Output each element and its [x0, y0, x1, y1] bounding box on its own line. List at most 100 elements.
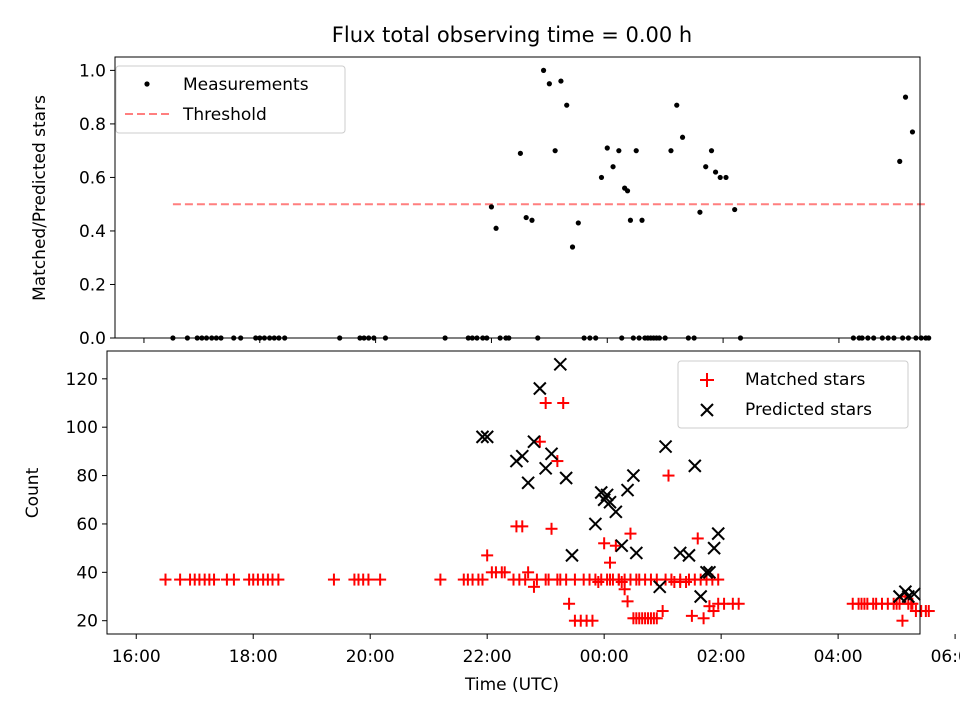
measurement-point [717, 174, 723, 181]
measurement-point [708, 148, 715, 154]
matched-star-point [516, 520, 529, 533]
predicted-star-point [480, 430, 494, 444]
predicted-star-point [682, 548, 696, 563]
matched-star-point [498, 566, 511, 579]
measurement-point [668, 148, 674, 154]
measurement-point [540, 67, 547, 73]
matched-star-point [563, 597, 576, 610]
measurement-point [529, 217, 535, 223]
bottom-plot-frame [106, 350, 921, 635]
matched-star-point [519, 573, 532, 586]
matched-star-point [545, 522, 558, 535]
predicted-star-point [553, 357, 567, 372]
predicted-star-point [907, 587, 921, 601]
predicted-star-point [653, 580, 667, 594]
bottom-panel: Count Time (UTC) 20 40 60 80 100 120 16:00 18:… [23, 350, 960, 695]
matched-star-point [476, 573, 489, 586]
matched-star-point [712, 573, 725, 586]
matched-star-point [533, 435, 546, 448]
legend-matched-marker [700, 373, 714, 387]
matched-star-point [624, 527, 637, 540]
predicted-star-point [521, 476, 535, 490]
measurement-point [627, 217, 634, 223]
measurement-point [633, 148, 639, 154]
matched-star-point [374, 573, 387, 586]
matched-stars-series [159, 397, 935, 627]
matched-star-point [896, 614, 909, 627]
measurement-point [639, 217, 645, 223]
predicted-star-point [475, 430, 490, 444]
measurement-point [488, 204, 495, 210]
measurement-point [598, 174, 605, 181]
predicted-star-point [588, 517, 603, 531]
measurement-point [697, 209, 703, 215]
matched-star-point [621, 595, 634, 608]
x-tick-label: 22:00 [463, 647, 512, 667]
predicted-star-point [693, 589, 708, 604]
legend-predicted-label: Predicted stars [745, 400, 872, 420]
bottom-y-tick-label: 40 [76, 563, 98, 583]
predicted-star-point [629, 546, 644, 560]
predicted-star-point [688, 459, 702, 473]
matched-star-point [680, 575, 693, 588]
predicted-star-point [620, 483, 635, 497]
matched-star-point [481, 549, 494, 562]
measurement-point [616, 148, 622, 154]
measurement-point [679, 134, 686, 140]
x-tick-label: 18:00 [229, 647, 278, 667]
top-y-tick-label: 1.0 [79, 61, 106, 81]
matched-star-point [697, 612, 710, 625]
predicted-star-point [533, 381, 547, 396]
bottom-y-axis-label: Count [23, 467, 43, 518]
measurement-point [564, 102, 570, 108]
measurement-point [732, 206, 738, 213]
predicted-star-point [609, 505, 623, 519]
measurement-point [604, 145, 610, 151]
matched-star-point [650, 612, 663, 625]
top-y-ticks: 0.0 0.2 0.4 0.6 0.8 1.0 [79, 61, 115, 349]
bottom-y-tick-label: 80 [76, 467, 98, 487]
predicted-star-point [544, 447, 559, 461]
measurement-point [902, 94, 909, 100]
predicted-stars-series [475, 357, 921, 604]
legend-threshold-label: Threshold [182, 105, 267, 125]
measurement-point [610, 164, 616, 170]
matched-star-point [362, 573, 375, 586]
measurement-point [926, 335, 932, 341]
matched-star-point [539, 397, 552, 410]
top-y-tick-label: 0.2 [79, 275, 106, 295]
matched-star-point [208, 573, 221, 586]
matched-star-point [598, 537, 611, 550]
measurement-point [703, 164, 709, 170]
predicted-star-point [614, 539, 629, 553]
predicted-star-point [538, 461, 553, 476]
predicted-star-point [658, 439, 673, 454]
matched-star-point [922, 605, 935, 618]
top-panel: Flux total observing time = 0.00 h Match… [30, 23, 932, 349]
matched-star-point [527, 580, 540, 593]
measurement-point [569, 244, 576, 250]
measurement-point [493, 225, 499, 231]
measurement-point [723, 174, 729, 181]
top-legend: Measurements Threshold [115, 65, 346, 134]
measurement-point [575, 220, 581, 226]
measurement-point [897, 158, 903, 164]
matched-star-point [327, 573, 340, 586]
predicted-star-point [559, 471, 573, 485]
matched-star-point [707, 605, 720, 618]
chart-title: Flux total observing time = 0.00 h [332, 23, 692, 47]
matched-star-point [732, 597, 745, 610]
bottom-y-tick-label: 60 [76, 515, 98, 535]
legend-measurements-marker [144, 81, 150, 87]
predicted-star-point [527, 434, 541, 449]
x-tick-label: 04:00 [814, 647, 863, 667]
predicted-star-point [565, 548, 579, 563]
matched-star-point [685, 609, 698, 622]
matched-star-point [434, 573, 447, 586]
matched-star-point [858, 597, 871, 610]
bottom-y-tick-label: 20 [76, 612, 98, 632]
measurement-point [523, 214, 529, 221]
matched-star-point [557, 397, 570, 410]
matched-star-point [586, 614, 599, 627]
measurement-point [909, 129, 916, 135]
